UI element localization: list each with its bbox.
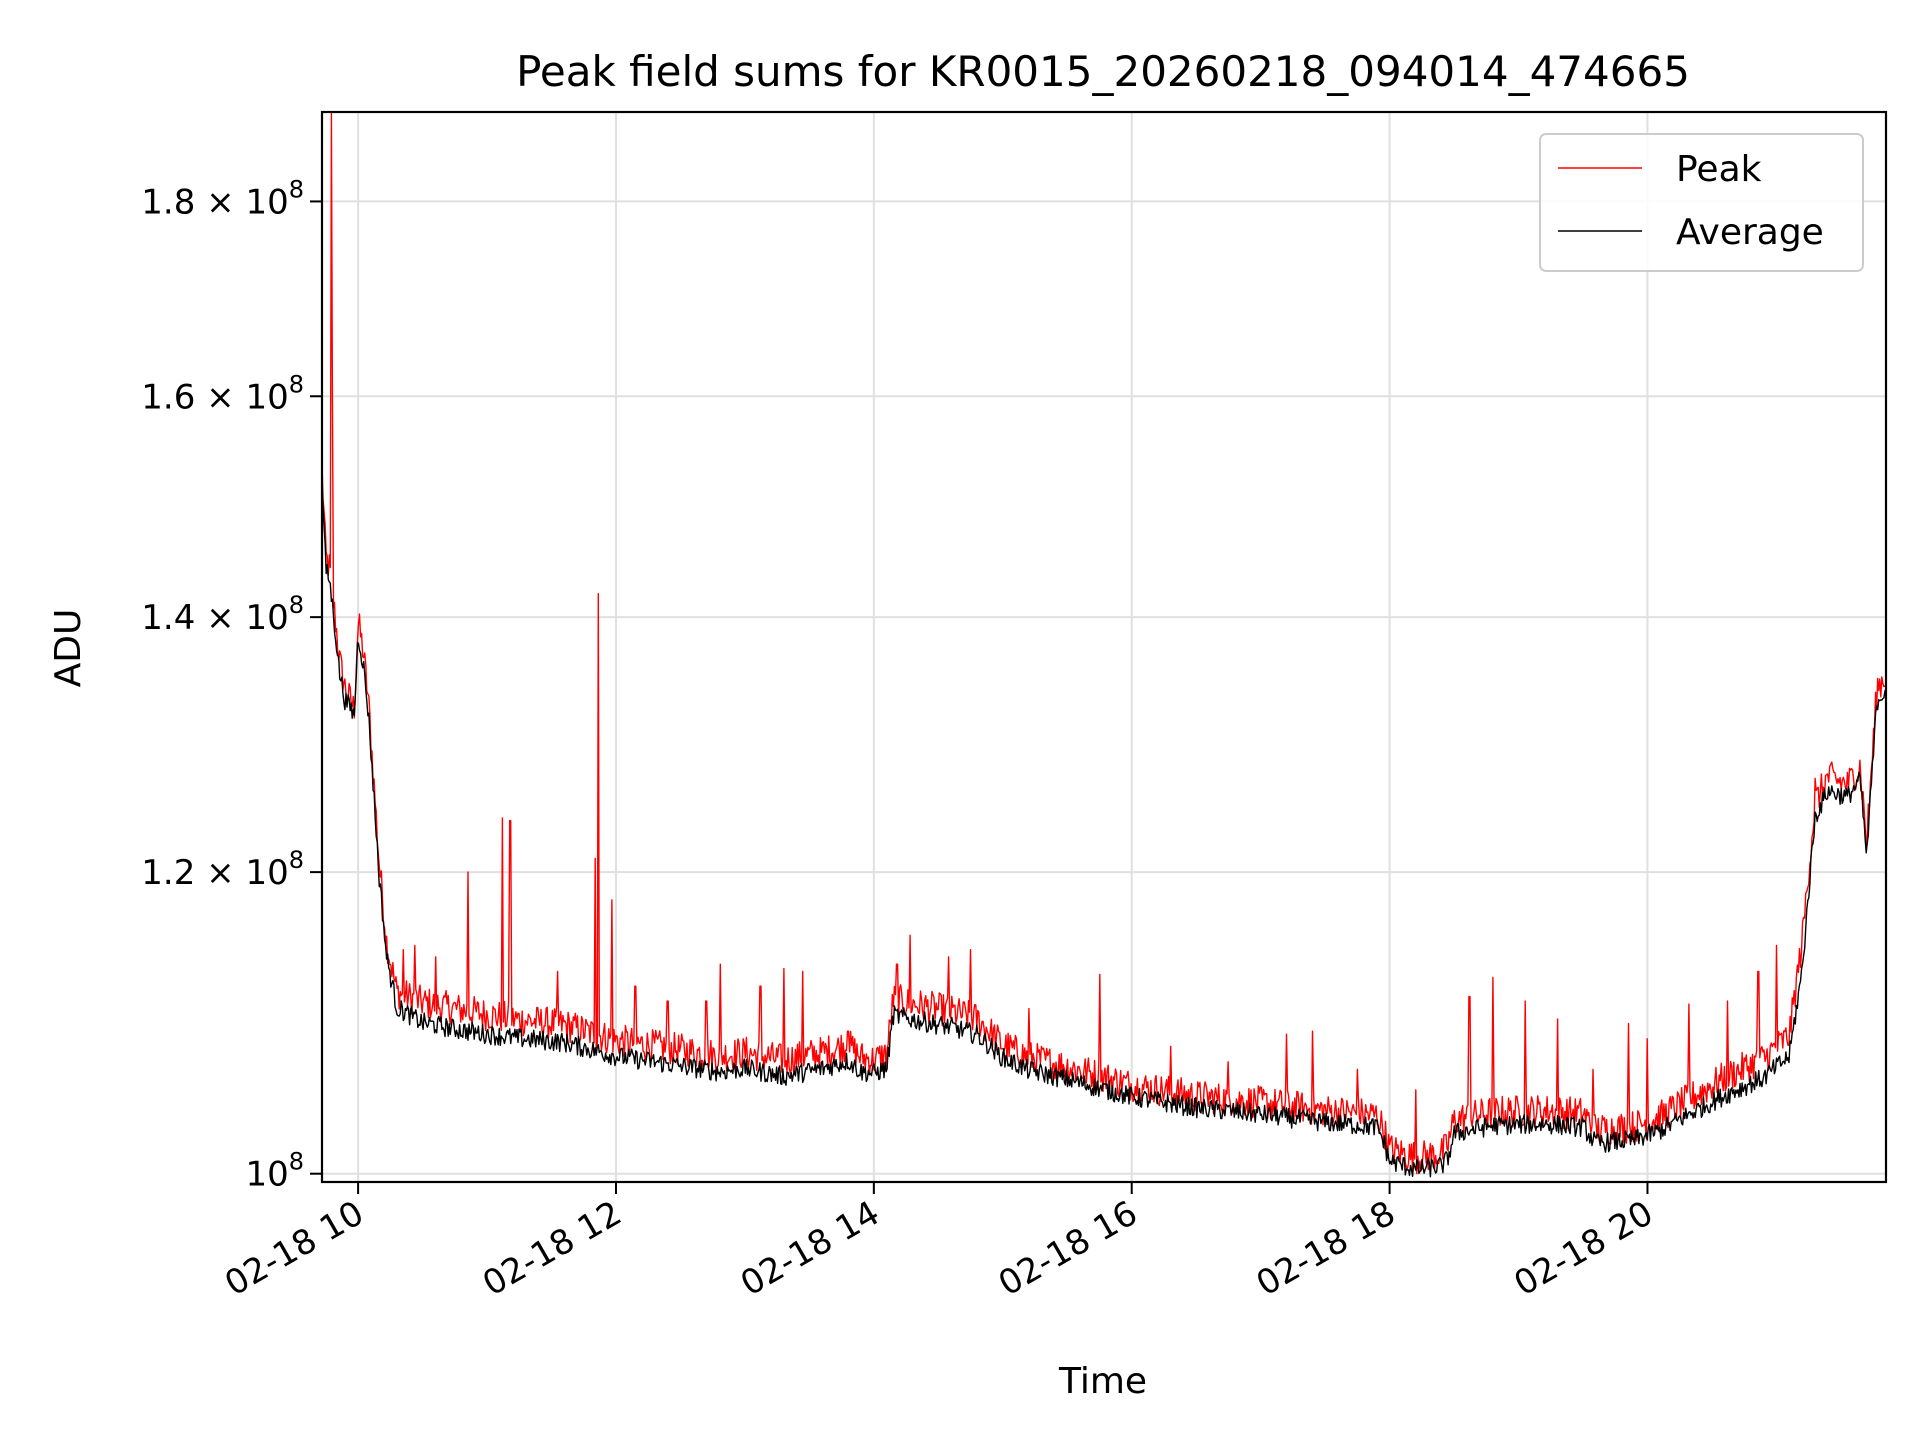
y-tick-label: 1.4 × 108	[141, 591, 304, 638]
chart-title: Peak field sums for KR0015_20260218_0940…	[516, 47, 1690, 96]
y-tick-label: 1.2 × 108	[141, 846, 304, 893]
y-tick-base: 1.4 × 10	[141, 598, 288, 638]
y-tick-exponent: 8	[289, 175, 304, 203]
y-tick-exponent: 8	[289, 591, 304, 619]
plot-frame	[320, 110, 1888, 1184]
legend-peak-label: Peak	[1676, 149, 1762, 190]
series-layer	[322, 112, 1886, 1178]
legend: Peak Average	[1539, 133, 1864, 272]
legend-average-label: Average	[1676, 212, 1824, 253]
y-tick-exponent: 8	[289, 1148, 304, 1176]
y-tick-label: 1.8 × 108	[141, 175, 304, 222]
y-tick-base: 1.8 × 10	[141, 182, 288, 222]
y-tick-base: 1.2 × 10	[141, 853, 288, 893]
y-tick-base: 1.6 × 10	[141, 377, 288, 417]
y-tick-exponent: 8	[289, 846, 304, 874]
series-line-average	[322, 474, 1886, 1178]
y-axis-label: ADU	[48, 609, 89, 688]
y-tick-label: 108	[245, 1148, 304, 1195]
y-tick-exponent: 8	[289, 370, 304, 398]
x-axis-label: Time	[1058, 1361, 1147, 1402]
y-tick-label: 1.6 × 108	[141, 370, 304, 417]
y-tick-base: 10	[245, 1155, 288, 1195]
